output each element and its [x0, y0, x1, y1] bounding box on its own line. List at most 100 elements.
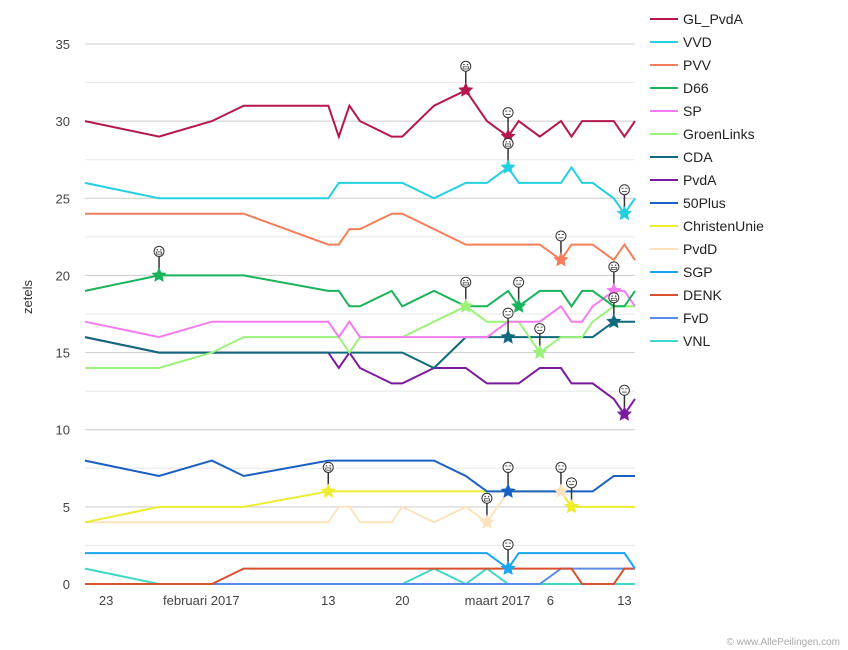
grin-face-icon: [502, 137, 514, 149]
legend-item-groenlinks[interactable]: GroenLinks: [650, 126, 755, 142]
star-marker-icon: [511, 298, 527, 313]
x-tick-label: 6: [547, 593, 554, 608]
legend-label: ChristenUnie: [683, 218, 764, 234]
series-line-d66[interactable]: [84, 274, 636, 309]
x-tick-label: 23: [99, 593, 113, 608]
meh-face-icon: [566, 477, 578, 489]
series-line-sgp[interactable]: [85, 552, 636, 571]
x-axis: 23 februari 2017 13 20 maart 2017 6 13: [99, 593, 632, 608]
event-marker-groenlinks[interactable]: [458, 276, 474, 313]
event-marker-50plus[interactable]: [500, 461, 516, 498]
star-marker-icon: [532, 344, 548, 359]
y-tick-label: 35: [56, 37, 70, 52]
legend-label: DENK: [683, 287, 723, 303]
meh-face-icon: [618, 184, 630, 196]
grin-face-icon: [322, 461, 334, 473]
series-lines: [84, 89, 636, 586]
legend-item-denk[interactable]: DENK: [650, 287, 723, 303]
series-line-50plus[interactable]: [84, 459, 635, 493]
meh-face-icon: [502, 461, 514, 473]
series-line-gl_pvda[interactable]: [84, 89, 636, 140]
event-marker-vvd[interactable]: [616, 184, 632, 221]
event-marker-pvdd[interactable]: [479, 492, 495, 529]
legend-item-fvd[interactable]: FvD: [650, 310, 709, 326]
legend-item-pvdd[interactable]: PvdD: [650, 241, 717, 257]
event-marker-christenunie[interactable]: [320, 461, 336, 498]
legend-item-pvv[interactable]: PVV: [650, 57, 712, 73]
legend-label: VNL: [683, 333, 710, 349]
series-line-pvda[interactable]: [84, 336, 636, 417]
legend-label: GroenLinks: [683, 126, 755, 142]
y-axis-title: zetels: [20, 280, 35, 314]
x-tick-label: februari 2017: [163, 593, 240, 608]
star-marker-icon: [606, 313, 622, 329]
x-tick-label: 20: [395, 593, 409, 608]
legend: GL_PvdA VVD PVV D66 SP GroenLinks CDA PvdA 50Plu…: [650, 11, 764, 349]
meh-face-icon: [502, 539, 514, 551]
meh-face-icon: [502, 107, 514, 119]
legend-item-vnl[interactable]: VNL: [650, 333, 710, 349]
legend-item-50plus[interactable]: 50Plus: [650, 195, 726, 211]
series-line-denk[interactable]: [85, 567, 635, 585]
legend-label: FvD: [683, 310, 709, 326]
series-line-christenunie[interactable]: [84, 490, 635, 524]
event-markers: [151, 60, 632, 575]
series-line-vnl[interactable]: [84, 567, 635, 586]
event-marker-d66[interactable]: [511, 276, 527, 313]
star-marker-icon: [500, 483, 516, 498]
star-marker-icon: [479, 514, 495, 529]
event-marker-pvv[interactable]: [553, 230, 569, 267]
legend-item-sp[interactable]: SP: [650, 103, 702, 119]
event-marker-cda[interactable]: [606, 292, 622, 329]
event-marker-cda[interactable]: [500, 307, 516, 344]
legend-label: PvdD: [683, 241, 717, 257]
y-tick-label: 10: [56, 423, 70, 438]
grin-face-icon: [608, 292, 620, 304]
event-marker-gl_pvda[interactable]: [500, 107, 516, 143]
x-tick-label: 13: [321, 593, 335, 608]
grin-face-icon: [481, 492, 493, 504]
legend-label: D66: [683, 80, 709, 96]
y-tick-label: 20: [56, 268, 70, 283]
meh-face-icon: [555, 461, 567, 473]
series-line-vvd[interactable]: [84, 165, 636, 216]
series-line-fvd[interactable]: [85, 567, 635, 585]
event-marker-d66[interactable]: [151, 245, 167, 282]
legend-item-gl_pvda[interactable]: GL_PvdA: [650, 11, 744, 27]
star-marker-icon: [458, 298, 474, 313]
legend-label: GL_PvdA: [683, 11, 744, 27]
legend-item-d66[interactable]: D66: [650, 80, 709, 96]
legend-item-christenunie[interactable]: ChristenUnie: [650, 218, 764, 234]
event-marker-sgp[interactable]: [500, 539, 516, 575]
star-marker-icon: [553, 483, 569, 498]
legend-item-pvda[interactable]: PvdA: [650, 172, 717, 188]
event-marker-christenunie[interactable]: [563, 477, 580, 514]
legend-label: SP: [683, 103, 702, 119]
star-marker-icon: [616, 406, 632, 421]
y-tick-label: 15: [56, 346, 70, 361]
y-axis: 0 5 10 15 20 25 30 35: [56, 37, 70, 592]
star-marker-icon: [606, 282, 622, 298]
legend-label: PvdA: [683, 172, 717, 188]
meh-face-icon: [513, 276, 525, 288]
legend-label: VVD: [683, 34, 712, 50]
event-marker-gl_pvda[interactable]: [458, 60, 474, 97]
legend-item-vvd[interactable]: VVD: [650, 34, 712, 50]
star-marker-icon: [151, 267, 167, 282]
series-line-sp[interactable]: [84, 289, 636, 339]
legend-item-cda[interactable]: CDA: [650, 149, 713, 165]
legend-label: CDA: [683, 149, 713, 165]
y-tick-label: 0: [63, 577, 70, 592]
star-marker-icon: [553, 252, 569, 267]
event-marker-pvda[interactable]: [616, 384, 632, 421]
legend-item-sgp[interactable]: SGP: [650, 264, 713, 280]
event-marker-pvdd[interactable]: [553, 461, 569, 498]
event-marker-sp[interactable]: [606, 261, 622, 298]
series-line-cda[interactable]: [84, 320, 635, 370]
event-marker-vvd[interactable]: [500, 137, 516, 174]
event-marker-groenlinks[interactable]: [532, 323, 548, 359]
meh-face-icon: [555, 230, 567, 242]
series-line-pvv[interactable]: [85, 212, 636, 262]
y-tick-label: 25: [56, 191, 70, 206]
